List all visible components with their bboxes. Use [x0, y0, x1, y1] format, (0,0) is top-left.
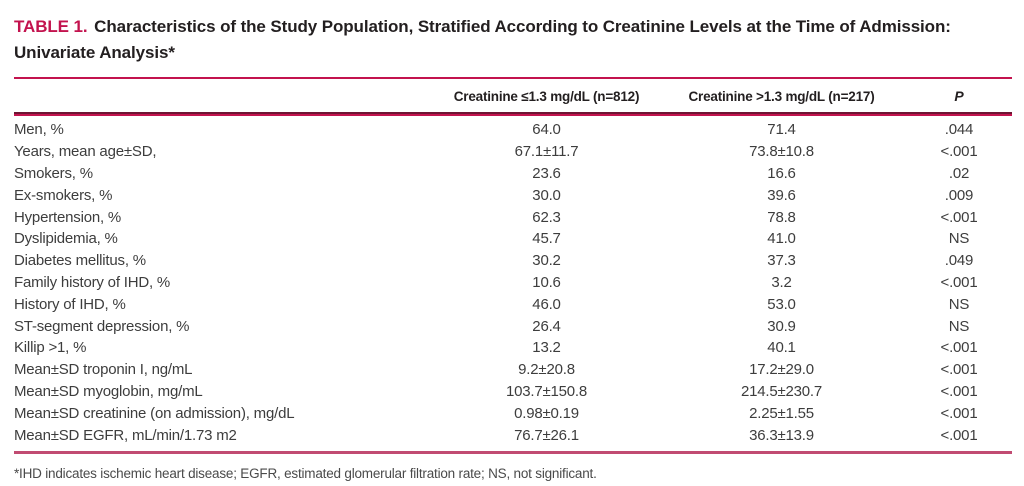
table-title-text: Characteristics of the Study Population,…: [14, 17, 951, 62]
value-col1: 30.0: [532, 186, 561, 204]
table-row: Men, % 64.0 71.4 .044: [14, 119, 1014, 141]
table-row: Mean±SD troponin I, ng/mL 9.2±20.8 17.2±…: [14, 359, 1014, 381]
table-row: Killip >1, % 13.2 40.1 <.001: [14, 337, 1014, 359]
table-row: Dyslipidemia, % 45.7 41.0 NS: [14, 228, 1014, 250]
row-label: ST-segment depression, %: [14, 317, 190, 335]
value-col2: 37.3: [767, 252, 796, 270]
value-col2: 2.25±1.55: [749, 404, 814, 422]
top-rule: [14, 77, 1012, 79]
table-row: Years, mean age±SD, 67.1±11.7 73.8±10.8 …: [14, 141, 1014, 163]
row-label: Ex-smokers, %: [14, 186, 113, 204]
value-col1: 64.0: [532, 121, 561, 139]
table-row: Diabetes mellitus, % 30.2 37.3 .049: [14, 250, 1014, 272]
table-title: TABLE 1. Characteristics of the Study Po…: [14, 14, 954, 66]
row-label: Killip >1, %: [14, 339, 87, 357]
p-value: <.001: [940, 426, 978, 444]
value-col2: 17.2±29.0: [749, 361, 814, 379]
value-col2: 40.1: [767, 339, 796, 357]
value-col2: 30.9: [767, 317, 796, 335]
row-label: Smokers, %: [14, 164, 93, 182]
table-row: ST-segment depression, % 26.4 30.9 NS: [14, 315, 1014, 337]
value-col2: 36.3±13.9: [749, 426, 814, 444]
value-col2: 16.6: [767, 164, 796, 182]
row-label: Diabetes mellitus, %: [14, 252, 146, 270]
value-col1: 76.7±26.1: [514, 426, 579, 444]
value-col1: 62.3: [532, 208, 561, 226]
value-col1: 103.7±150.8: [505, 382, 588, 400]
p-value: .009: [944, 186, 974, 204]
value-col1: 26.4: [532, 317, 561, 335]
row-label: History of IHD, %: [14, 295, 126, 313]
table-body: Men, % 64.0 71.4 .044 Years, mean age±SD…: [14, 116, 1012, 446]
p-value: <.001: [940, 361, 978, 379]
p-value: <.001: [940, 273, 978, 291]
p-value: NS: [948, 230, 970, 248]
table-row: Hypertension, % 62.3 78.8 <.001: [14, 206, 1014, 228]
value-col2: 214.5±230.7: [740, 382, 823, 400]
value-col1: 13.2: [532, 339, 561, 357]
table-row: Ex-smokers, % 30.0 39.6 .009: [14, 184, 1014, 206]
value-col1: 67.1±11.7: [514, 143, 579, 161]
value-col1: 23.6: [532, 164, 561, 182]
p-value: .044: [944, 121, 974, 139]
table-row: Mean±SD myoglobin, mg/mL 103.7±150.8 214…: [14, 381, 1014, 403]
row-label: Family history of IHD, %: [14, 273, 171, 291]
header-rule: [14, 112, 1012, 116]
value-col2: 3.2: [771, 273, 792, 291]
table-row: Family history of IHD, % 10.6 3.2 <.001: [14, 272, 1014, 294]
p-value: <.001: [940, 339, 978, 357]
value-col1: 10.6: [532, 273, 561, 291]
p-value: <.001: [940, 404, 978, 422]
header-col1: Creatinine ≤1.3 mg/dL (n=812): [453, 88, 640, 104]
value-col1: 30.2: [532, 252, 561, 270]
value-col2: 53.0: [767, 295, 796, 313]
value-col1: 45.7: [532, 230, 561, 248]
table-row: History of IHD, % 46.0 53.0 NS: [14, 293, 1014, 315]
row-label: Mean±SD creatinine (on admission), mg/dL: [14, 404, 295, 422]
p-value: <.001: [940, 382, 978, 400]
bottom-rule: [14, 450, 1012, 454]
value-col1: 46.0: [532, 295, 561, 313]
header-p-value: P: [954, 88, 964, 104]
table-footnote: *IHD indicates ischemic heart disease; E…: [14, 465, 597, 481]
row-label: Dyslipidemia, %: [14, 230, 118, 248]
value-col1: 9.2±20.8: [518, 361, 575, 379]
row-label: Hypertension, %: [14, 208, 122, 226]
p-value: .02: [948, 164, 970, 182]
table-row: Smokers, % 23.6 16.6 .02: [14, 163, 1014, 185]
value-col2: 73.8±10.8: [749, 143, 814, 161]
table-row: Mean±SD creatinine (on admission), mg/dL…: [14, 402, 1014, 424]
value-col2: 71.4: [767, 121, 796, 139]
table-number-label: TABLE 1.: [14, 17, 88, 36]
row-label: Mean±SD myoglobin, mg/mL: [14, 382, 203, 400]
table-header-row: Creatinine ≤1.3 mg/dL (n=812) Creatinine…: [14, 79, 1014, 112]
row-label: Mean±SD troponin I, ng/mL: [14, 361, 193, 379]
value-col2: 41.0: [767, 230, 796, 248]
row-label: Years, mean age±SD,: [14, 143, 157, 161]
row-label: Mean±SD EGFR, mL/min/1.73 m2: [14, 426, 237, 444]
value-col2: 78.8: [767, 208, 796, 226]
row-label: Men, %: [14, 121, 64, 139]
value-col2: 39.6: [767, 186, 796, 204]
p-value: .049: [944, 252, 974, 270]
value-col1: 0.98±0.19: [514, 404, 579, 422]
p-value: <.001: [940, 208, 978, 226]
p-value: NS: [948, 295, 970, 313]
p-value: <.001: [940, 143, 978, 161]
header-col2: Creatinine >1.3 mg/dL (n=217): [688, 88, 875, 104]
p-value: NS: [948, 317, 970, 335]
table-row: Mean±SD EGFR, mL/min/1.73 m2 76.7±26.1 3…: [14, 424, 1014, 446]
